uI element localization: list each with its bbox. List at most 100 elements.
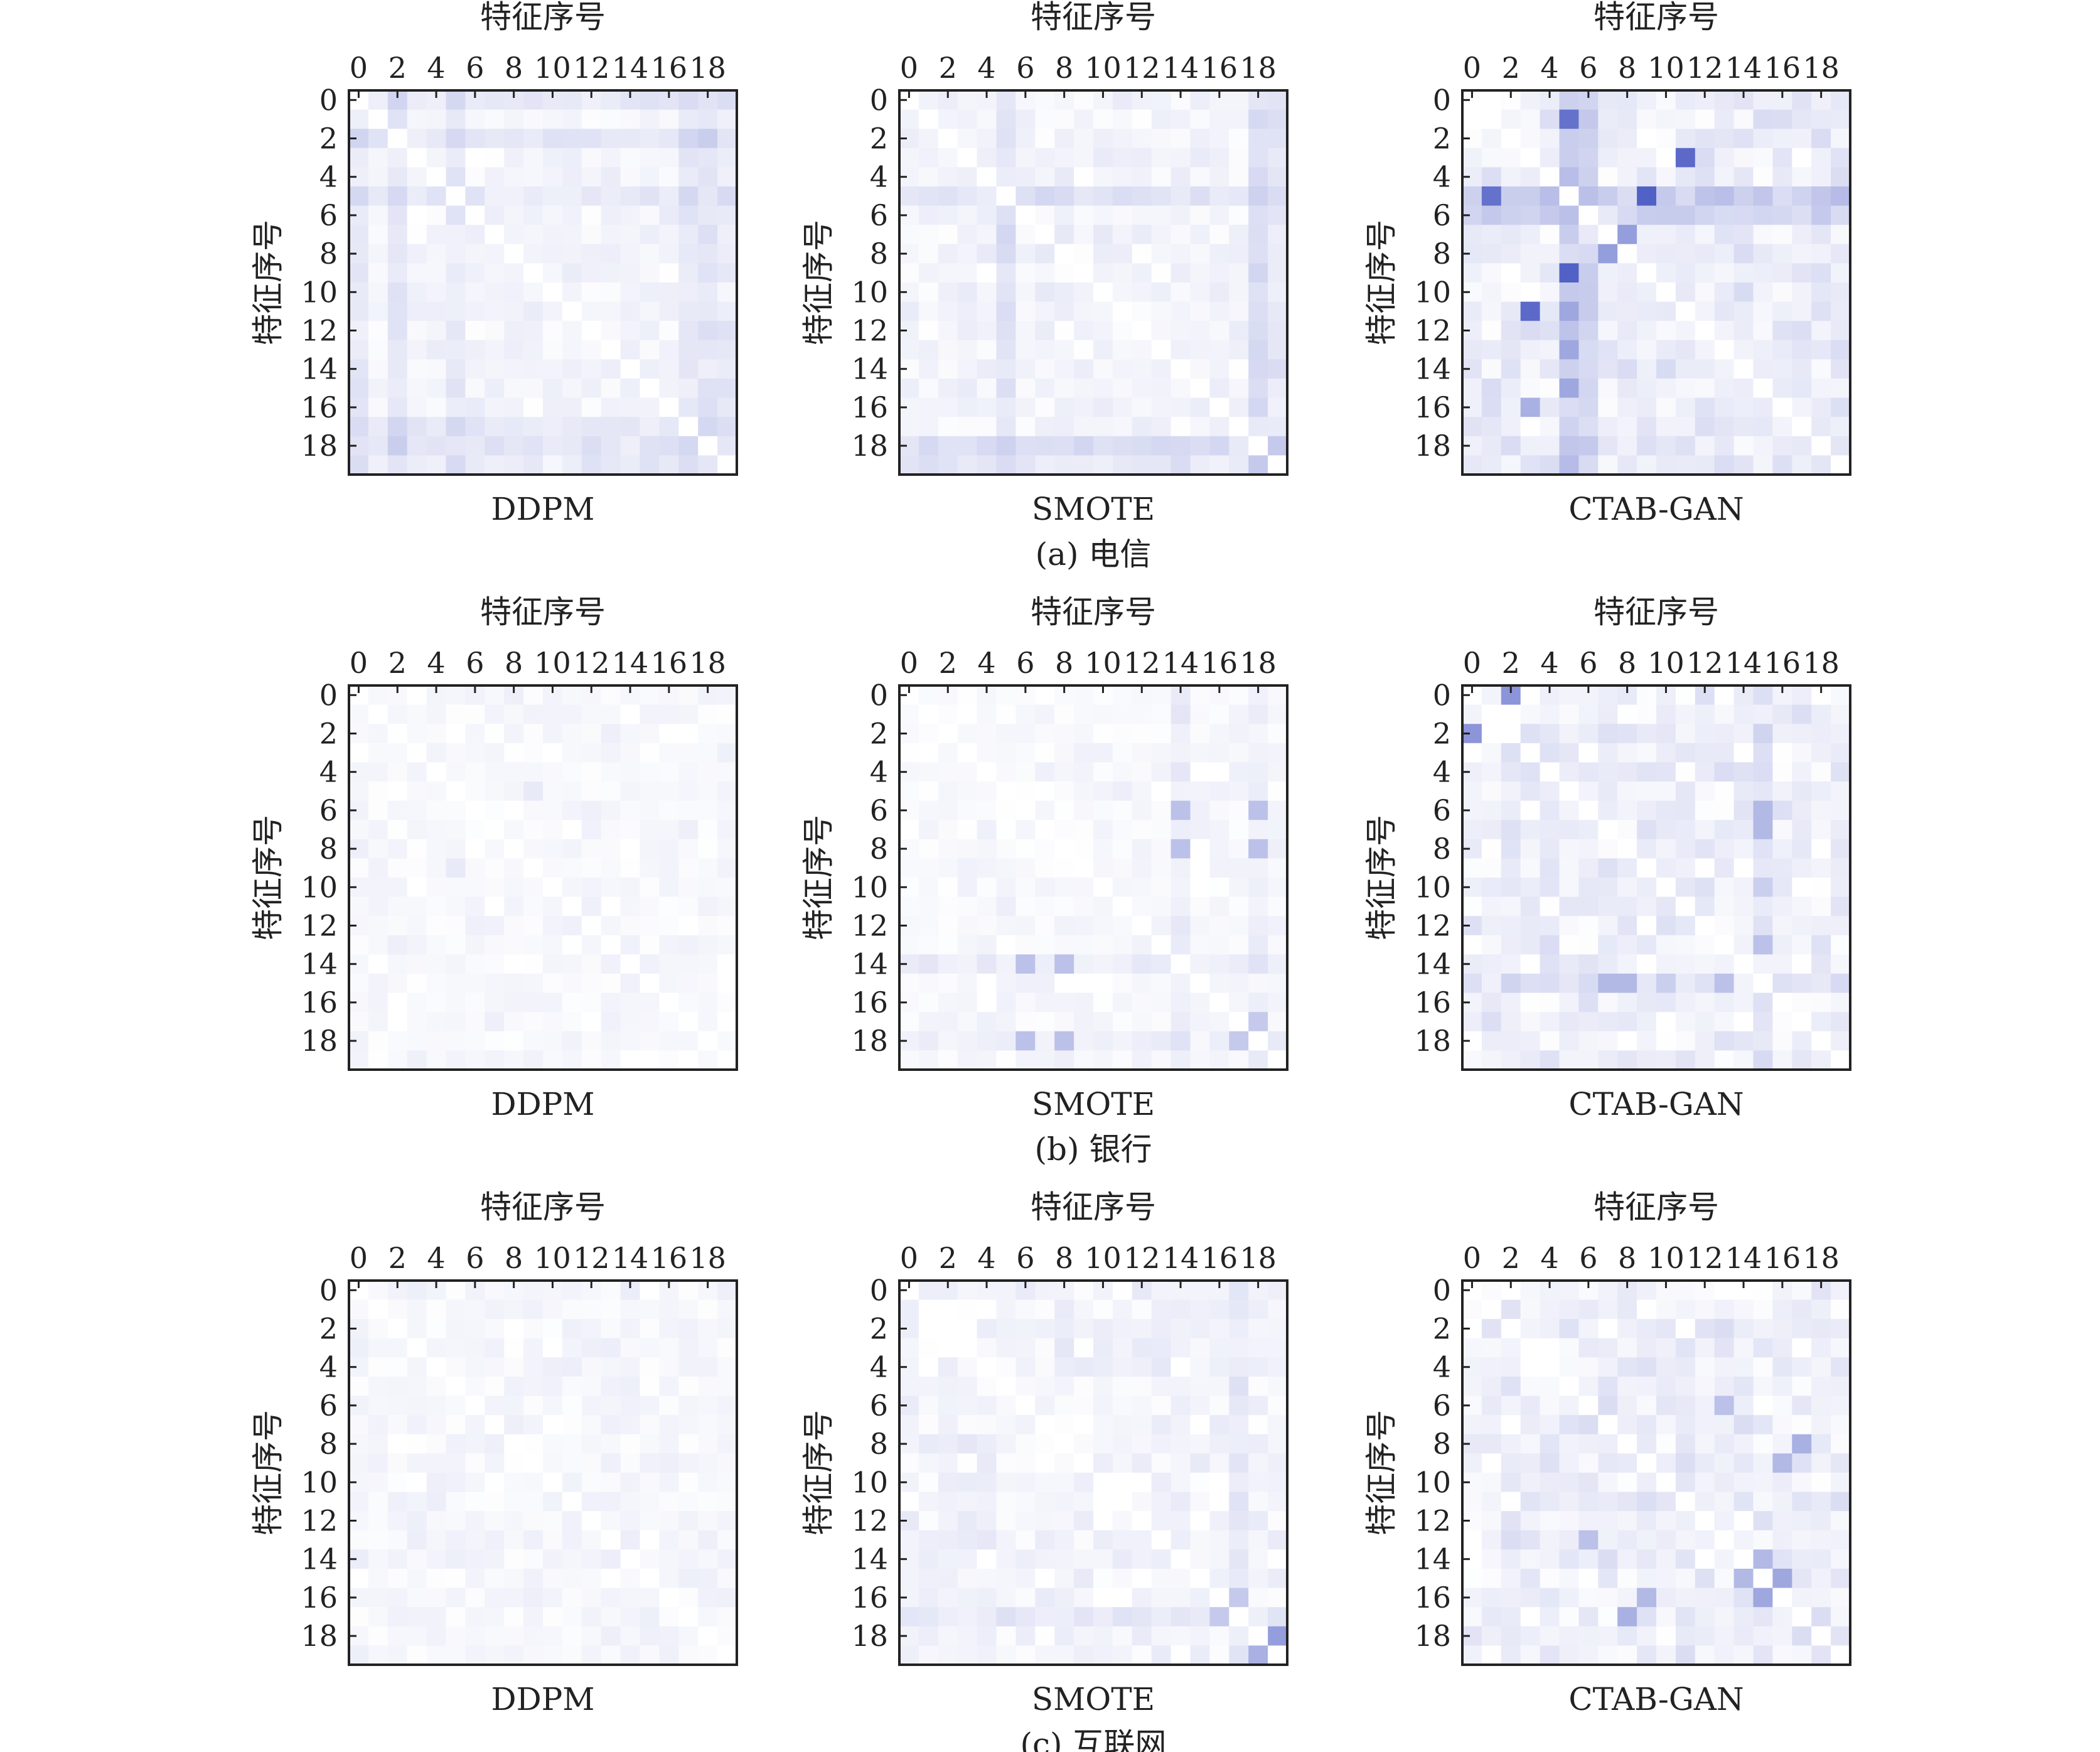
heatmap-cell	[465, 858, 485, 878]
heatmap-cell	[1695, 878, 1715, 898]
heatmap-cell	[523, 263, 544, 283]
heatmap-cell	[1035, 1511, 1055, 1531]
heatmap-cell	[485, 1607, 505, 1627]
heatmap-cell	[1753, 436, 1773, 456]
heatmap-cell	[678, 1569, 699, 1589]
x-axis-title: 特征序号	[1031, 594, 1156, 630]
heatmap-cell	[1656, 1569, 1676, 1589]
heatmap-cell	[387, 397, 408, 417]
heatmap-cell	[1481, 1377, 1502, 1397]
heatmap-cell	[698, 724, 718, 744]
heatmap-cell	[1481, 878, 1502, 898]
heatmap-cell	[1229, 1491, 1249, 1512]
heatmap-cell	[620, 1530, 641, 1550]
heatmap-cell	[465, 1338, 485, 1358]
heatmap-cell	[996, 1434, 1016, 1454]
heatmap-cell	[1617, 148, 1637, 168]
heatmap-cell	[523, 839, 544, 859]
heatmap-cell	[446, 935, 466, 955]
heatmap-cell	[1831, 782, 1851, 802]
heatmap-cell	[601, 1395, 621, 1416]
heatmap-cell	[1132, 1491, 1152, 1512]
heatmap-cell	[977, 916, 997, 936]
heatmap-cell	[1578, 1012, 1599, 1032]
heatmap-cell	[1831, 1415, 1851, 1435]
heatmap-cell	[996, 1491, 1016, 1512]
heatmap-cell	[485, 436, 505, 456]
heatmap-cell	[1501, 359, 1521, 379]
heatmap-cell	[426, 704, 447, 724]
heatmap-cell	[1132, 1299, 1152, 1319]
heatmap-cell	[977, 800, 997, 820]
heatmap-cell	[581, 935, 602, 955]
heatmap-cell	[1559, 109, 1579, 129]
heatmap-cell	[543, 782, 563, 802]
heatmap-cell	[465, 167, 485, 187]
heatmap-cell	[640, 1299, 660, 1319]
heatmap-cell	[1015, 839, 1036, 859]
heatmap-cell	[1501, 878, 1521, 898]
heatmap-cell	[678, 263, 699, 283]
heatmap-cell	[1209, 1588, 1229, 1608]
x-tick-label: 14	[612, 51, 649, 85]
x-tick-label: 16	[1764, 646, 1801, 680]
heatmap-cell	[1520, 148, 1541, 168]
heatmap-cell	[1772, 167, 1792, 187]
heatmap-cell	[601, 109, 621, 129]
heatmap-cell	[1132, 878, 1152, 898]
heatmap-cell	[504, 878, 524, 898]
plot-frame	[1461, 684, 1851, 1071]
heatmap-cell	[1268, 148, 1288, 168]
heatmap-cell	[1675, 704, 1696, 724]
heatmap-cell	[1093, 1569, 1113, 1589]
heatmap-cell	[1462, 1050, 1482, 1070]
heatmap-cell	[918, 455, 939, 475]
heatmap-cell	[1831, 436, 1851, 456]
heatmap-cell	[1831, 916, 1851, 936]
y-tick-label: 16	[301, 390, 338, 424]
x-tick-label: 12	[1123, 51, 1160, 85]
heatmap-cell	[1831, 321, 1851, 341]
y-tick-label: 12	[851, 314, 888, 348]
heatmap-cell	[1714, 340, 1735, 360]
heatmap-cell	[1540, 1395, 1560, 1416]
heatmap-cell	[717, 205, 737, 225]
heatmap-cell	[485, 379, 505, 399]
heatmap-cell	[1209, 916, 1229, 936]
heatmap-cell	[1578, 1645, 1599, 1665]
heatmap-cell	[1268, 954, 1288, 974]
heatmap-cell	[562, 1491, 582, 1512]
heatmap-cell	[485, 1473, 505, 1493]
heatmap-cell	[899, 1012, 919, 1032]
heatmap-cell	[640, 743, 660, 763]
heatmap-cell	[659, 397, 679, 417]
heatmap-cell	[1733, 1415, 1754, 1435]
heatmap-cell	[698, 782, 718, 802]
heatmap-cell	[1481, 397, 1502, 417]
heatmap-cell	[659, 878, 679, 898]
heatmap-cell	[562, 743, 582, 763]
heatmap-cell	[349, 1050, 369, 1070]
heatmap-cell	[1190, 839, 1210, 859]
heatmap-cell	[698, 1415, 718, 1435]
heatmap-cell	[1190, 397, 1210, 417]
heatmap-cell	[1501, 1319, 1521, 1339]
heatmap-cell	[581, 1588, 602, 1608]
heatmap-cell	[1695, 379, 1715, 399]
heatmap-cell	[1831, 301, 1851, 321]
heatmap-cell	[1054, 417, 1074, 437]
heatmap-cell	[1656, 782, 1676, 802]
heatmap-cell	[1171, 1453, 1191, 1473]
heatmap-cell	[1248, 148, 1268, 168]
heatmap-cell	[996, 301, 1016, 321]
heatmap-cell	[446, 321, 466, 341]
heatmap-cell	[717, 1530, 737, 1550]
heatmap-cell	[918, 1395, 939, 1416]
heatmap-cell	[1695, 1607, 1715, 1627]
x-tick-label: 10	[1647, 51, 1685, 85]
heatmap-cell	[504, 800, 524, 820]
heatmap-cell	[543, 109, 563, 129]
heatmap-cell	[349, 1530, 369, 1550]
heatmap-cell	[1054, 1357, 1074, 1377]
heatmap-cell	[1656, 1031, 1676, 1051]
